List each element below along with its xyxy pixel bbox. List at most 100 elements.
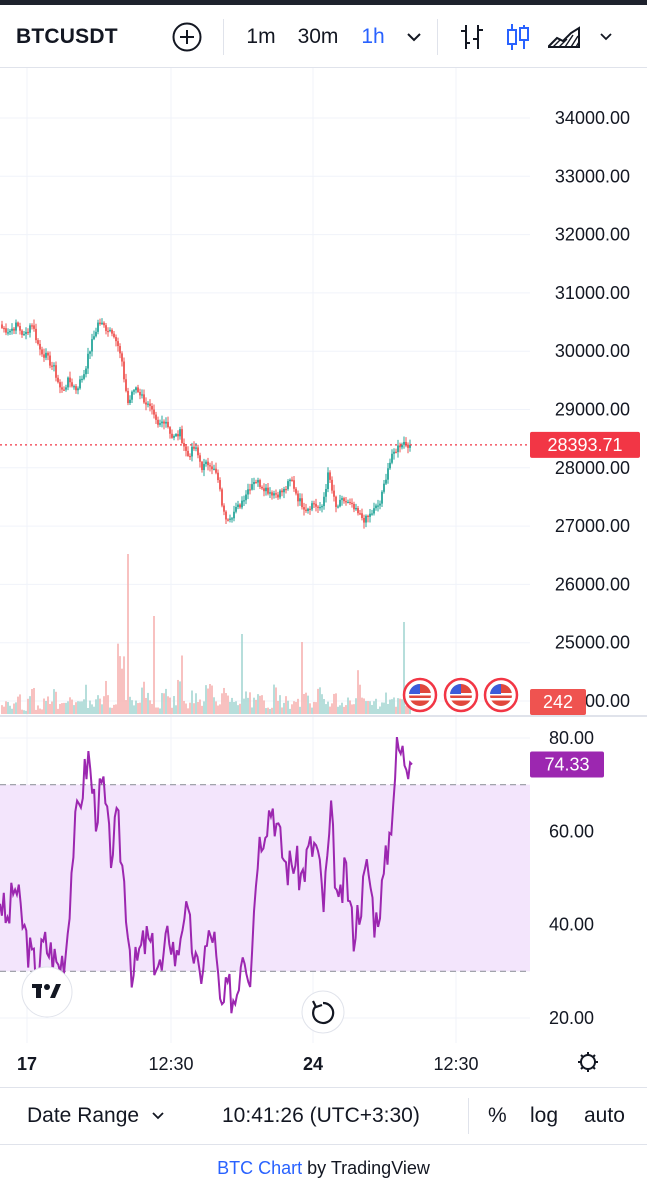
volume-bar (119, 656, 121, 714)
volume-bar (27, 698, 29, 714)
candle-body (39, 343, 41, 350)
candle-body (359, 513, 361, 515)
symbol-name[interactable]: BTCUSDT (16, 25, 118, 48)
volume-bar (109, 707, 111, 714)
candle-body (363, 518, 365, 523)
tradingview-logo-button[interactable] (21, 966, 73, 1018)
interval-30m[interactable]: 30m (297, 25, 339, 48)
volume-bar (89, 700, 91, 714)
chart-type-bars[interactable] (456, 21, 488, 53)
volume-bar (301, 642, 303, 714)
candle-body (35, 328, 37, 341)
volume-bar (93, 706, 95, 714)
candle-body (193, 446, 195, 449)
volume-bar (33, 687, 35, 714)
volume-bar (197, 702, 199, 714)
candle-body (25, 331, 27, 334)
volume-bar (99, 698, 101, 714)
us-flag-event-1[interactable] (402, 677, 438, 713)
chart-type-dropdown[interactable] (595, 21, 617, 53)
volume-bar (43, 698, 45, 714)
toolbar-divider (437, 19, 438, 55)
candle-body (33, 325, 35, 329)
candle-body (209, 465, 211, 467)
volume-bar (77, 701, 79, 714)
auto-scale-button[interactable]: auto (584, 1104, 625, 1127)
volume-bar (91, 704, 93, 714)
candle-body (21, 330, 23, 335)
volume-bar (387, 703, 389, 714)
log-scale-button[interactable]: log (530, 1104, 559, 1127)
percent-scale-button[interactable]: % (488, 1104, 507, 1127)
volume-bar (201, 705, 203, 714)
candle-body (141, 394, 143, 396)
candle-body (113, 333, 115, 338)
candle-body (391, 453, 393, 463)
timezone-clock[interactable]: 10:41:26 (UTC+3:30) (222, 1104, 420, 1127)
price-tick-label: 33000.00 (555, 166, 630, 186)
volume-bar (349, 700, 351, 714)
volume-bar (243, 698, 245, 714)
interval-1h[interactable]: 1h (361, 25, 385, 48)
time-axis[interactable]: 17 12:30 24 12:30 (17, 1054, 479, 1074)
candle-body (335, 496, 337, 507)
rsi-line (0, 736, 413, 1014)
candle-body (223, 505, 225, 512)
candle-body (303, 507, 305, 510)
volume-bar (37, 705, 39, 714)
volume-bar (169, 697, 171, 714)
btc-chart-link[interactable]: BTC Chart (217, 1158, 303, 1178)
volume-bar (231, 697, 233, 714)
volume-bar (149, 700, 151, 714)
us-flag-event-2[interactable] (443, 677, 479, 713)
volume-bar (125, 700, 127, 714)
plus-circle-icon (172, 22, 202, 52)
volume-bar (121, 668, 123, 714)
volume-bar (265, 708, 267, 714)
price-axis[interactable]: 34000.00 33000.00 32000.00 31000.00 30000.00… (555, 108, 630, 711)
volume-bar (61, 703, 63, 714)
candle-body (211, 466, 213, 470)
candle-body (323, 496, 325, 507)
candle-body (173, 436, 175, 438)
interval-1m[interactable]: 1m (246, 25, 276, 48)
rsi-axis[interactable]: 80.00 60.00 40.00 20.00 (549, 728, 594, 1028)
rsi-value-tag: 74.33 (530, 751, 604, 778)
chart-type-area[interactable] (546, 21, 582, 53)
volume-bar (23, 710, 25, 714)
candle-body (245, 494, 247, 501)
volume-bar (365, 701, 367, 714)
interval-dropdown[interactable] (402, 21, 426, 53)
volume-bar (127, 554, 129, 714)
volume-bar (85, 684, 87, 714)
volume-bar (363, 698, 365, 714)
volume-bar (375, 698, 377, 714)
candle-body (395, 451, 397, 453)
volume-bar (287, 700, 289, 714)
volume-bar (179, 681, 181, 714)
candle-body (177, 434, 179, 437)
date-range-button[interactable]: Date Range (27, 1104, 165, 1128)
candle-body (81, 378, 83, 381)
compare-add-button[interactable] (170, 21, 204, 53)
reset-chart-button[interactable] (301, 990, 345, 1034)
settings-button[interactable] (578, 1052, 598, 1072)
chart-type-candles[interactable] (502, 21, 534, 53)
volume-bar (151, 703, 153, 714)
chart-area[interactable]: 34000.00 33000.00 32000.00 31000.00 30000.00… (0, 68, 647, 1086)
candle-body (353, 503, 355, 510)
us-flag-event-3[interactable] (483, 677, 519, 713)
volume-bar (147, 692, 149, 714)
candle-body (45, 352, 47, 358)
volume-series (1, 554, 411, 714)
candle-body (393, 451, 395, 454)
candle-body (279, 490, 281, 498)
candle-body (273, 493, 275, 496)
volume-bar (291, 704, 293, 714)
rsi-band (0, 784, 530, 972)
candle-body (89, 351, 91, 354)
volume-bar (71, 699, 73, 714)
volume-bar (205, 685, 207, 714)
candle-body (219, 480, 221, 490)
volume-bar (57, 708, 59, 714)
